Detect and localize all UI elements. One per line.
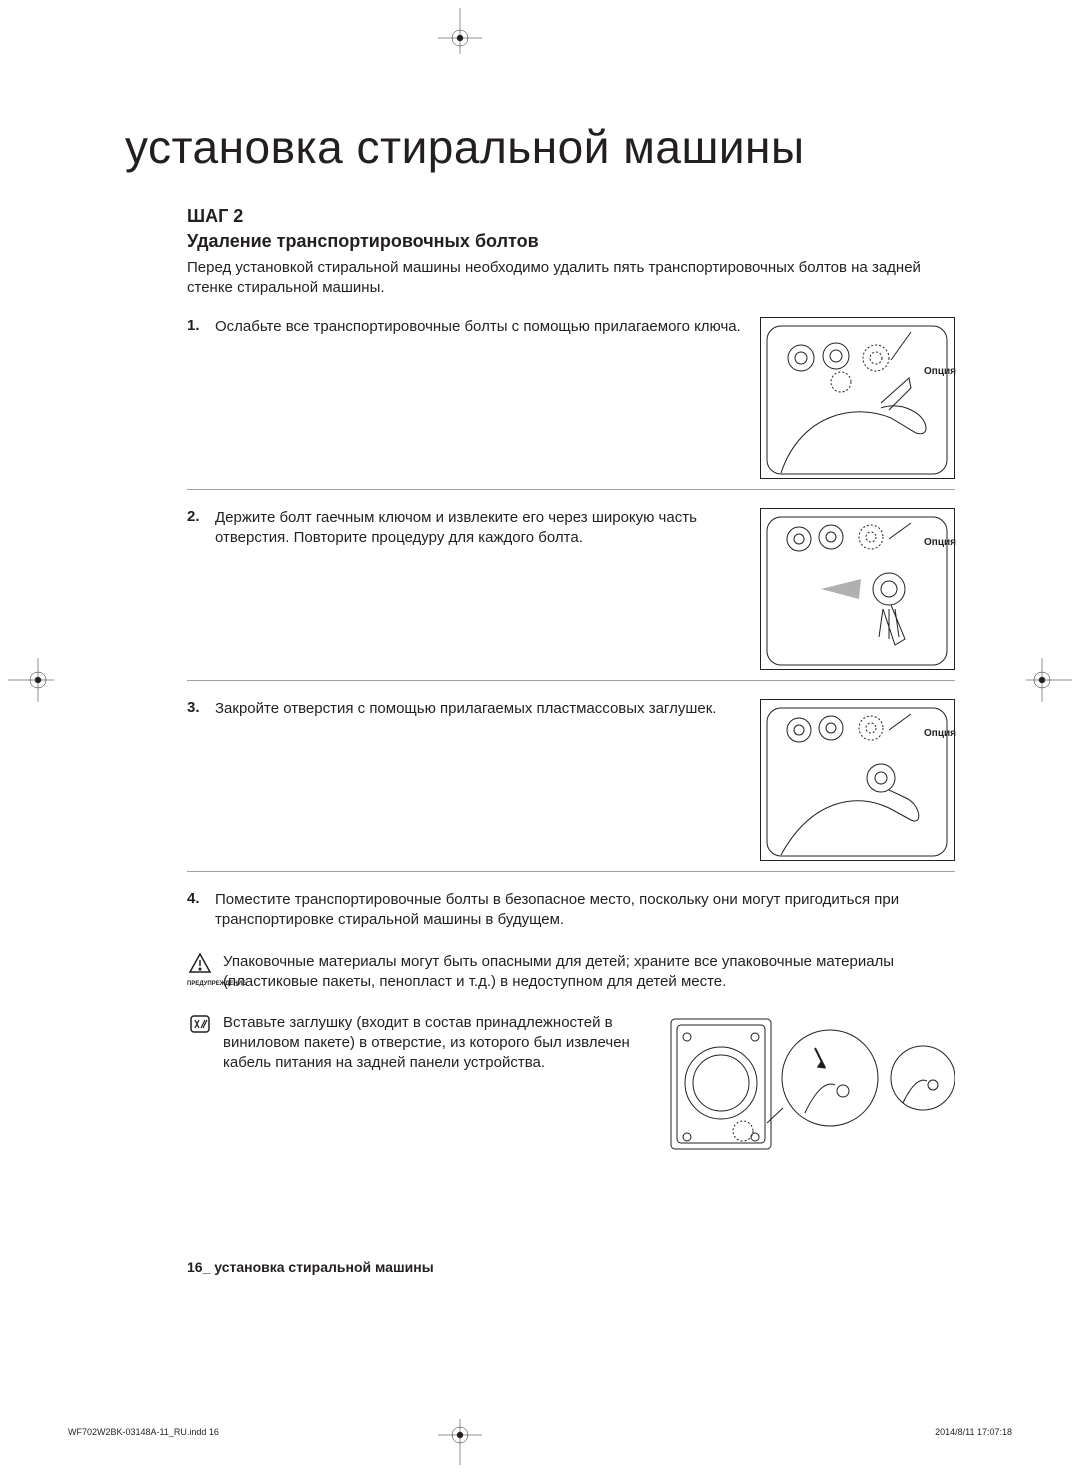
footer-date: 2014/8/11 17:07:18: [935, 1427, 1012, 1437]
page-footer-label: установка стиральной машины: [214, 1259, 433, 1275]
item-text: Поместите транспортировочные болты в без…: [215, 890, 943, 931]
item-number: 4.: [187, 890, 205, 931]
note-illustration: [665, 1013, 955, 1158]
item-number: 2.: [187, 508, 205, 670]
illustration: Опция: [760, 699, 955, 861]
crop-mark-bottom: [430, 1405, 490, 1465]
illus-svg-1: [761, 318, 956, 480]
crop-mark-right: [1012, 650, 1072, 710]
illus-label: Опция: [924, 728, 956, 739]
item-number: 1.: [187, 317, 205, 479]
note-row: Вставьте заглушку (входит в состав прина…: [187, 1013, 955, 1158]
illus-label: Опция: [924, 537, 956, 548]
item-text: Ослабьте все транспортировочные болты с …: [215, 317, 741, 479]
step-number: ШАГ 2: [187, 206, 955, 227]
illus-svg-3: [761, 700, 956, 862]
section: ШАГ 2 Удаление транспортировочных болтов…: [125, 206, 955, 1158]
item-number: 3.: [187, 699, 205, 861]
page-content: установка стиральной машины ШАГ 2 Удален…: [125, 120, 955, 1178]
footer-file: WF702W2BK-03148A-11_RU.indd 16: [68, 1427, 219, 1437]
warning-icon: ПРЕДУПРЕЖДЕНИЕ: [187, 952, 213, 993]
note-icon: [187, 1013, 213, 1158]
warning-text: Упаковочные материалы могут быть опасным…: [223, 952, 955, 993]
section-intro: Перед установкой стиральной машины необх…: [187, 258, 955, 299]
illustration: Опция: [760, 317, 955, 479]
crop-mark-top: [430, 8, 490, 68]
instruction-item: 1. Ослабьте все транспортировочные болты…: [187, 317, 955, 490]
note-text: Вставьте заглушку (входит в состав прина…: [223, 1013, 649, 1158]
crop-mark-left: [8, 650, 68, 710]
item-text: Закройте отверстия с помощью прилагаемых…: [215, 699, 716, 861]
illus-label: Опция: [924, 366, 956, 377]
instruction-item: 4. Поместите транспортировочные болты в …: [187, 890, 955, 935]
illustration: Опция: [760, 508, 955, 670]
illus-svg-2: [761, 509, 956, 671]
instruction-item: 3. Закройте отверстия с помощью прилагае…: [187, 699, 955, 872]
section-subtitle: Удаление транспортировочных болтов: [187, 231, 955, 252]
warning-caption: ПРЕДУПРЕЖДЕНИЕ: [187, 981, 213, 987]
item-text: Держите болт гаечным ключом и извлеките …: [215, 508, 748, 670]
page-footer: 16_ установка стиральной машины: [187, 1259, 434, 1275]
page-number: 16_: [187, 1259, 210, 1275]
instruction-item: 2. Держите болт гаечным ключом и извлеки…: [187, 508, 955, 681]
page-title: установка стиральной машины: [125, 120, 955, 174]
warning-row: ПРЕДУПРЕЖДЕНИЕ Упаковочные материалы мог…: [187, 952, 955, 993]
